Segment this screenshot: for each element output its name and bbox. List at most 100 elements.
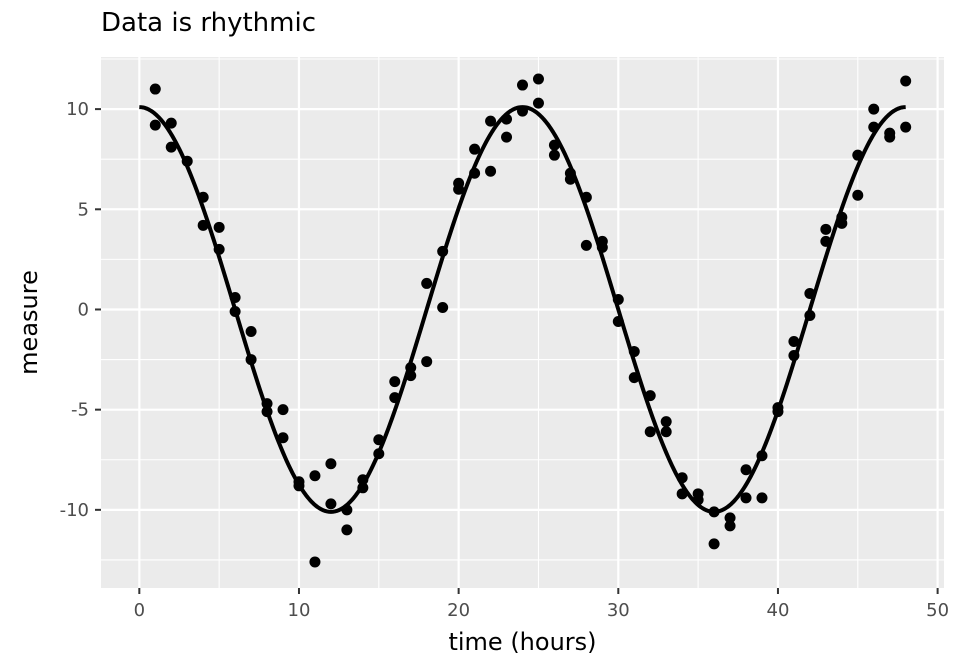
data-point [421, 277, 433, 289]
data-point [197, 191, 209, 203]
data-point [724, 520, 736, 532]
data-point [756, 492, 768, 504]
y-axis: -10 -5 0 5 10 [60, 99, 101, 521]
data-point [884, 131, 896, 143]
data-point [213, 221, 225, 233]
data-point [788, 350, 800, 362]
data-point [197, 219, 209, 231]
data-point [261, 398, 273, 410]
data-point [517, 105, 528, 117]
data-point [485, 115, 497, 127]
data-point [373, 434, 385, 446]
data-point [165, 117, 177, 129]
data-point [644, 426, 656, 438]
data-point [868, 121, 880, 133]
data-point [325, 498, 337, 510]
data-point [868, 103, 880, 115]
data-point [660, 426, 672, 438]
data-point [469, 167, 481, 179]
data-point [740, 492, 752, 504]
data-point [405, 362, 417, 374]
y-tick-label: -10 [60, 500, 89, 521]
chart-title: Data is rhythmic [101, 8, 316, 38]
y-tick-label: -5 [71, 400, 89, 421]
x-tick-label: 40 [767, 600, 790, 621]
x-tick-label: 30 [607, 600, 630, 621]
data-point [900, 121, 912, 133]
data-point [612, 293, 624, 305]
data-point [277, 404, 289, 416]
data-point [341, 504, 353, 516]
data-point [453, 183, 465, 195]
data-point [309, 556, 321, 568]
data-point [213, 243, 225, 255]
data-point [852, 149, 864, 161]
data-point [389, 392, 401, 404]
data-point [804, 309, 816, 321]
x-tick-label: 50 [926, 600, 949, 621]
data-point [836, 217, 848, 229]
y-tick-label: 0 [78, 299, 89, 320]
data-point [532, 73, 544, 85]
data-point [501, 131, 513, 143]
data-point [389, 376, 401, 388]
y-tick-label: 5 [78, 199, 89, 220]
data-point [756, 450, 768, 462]
data-point [788, 336, 800, 348]
x-axis: 0 10 20 30 40 50 [134, 588, 949, 621]
data-point [532, 97, 544, 109]
data-point [373, 448, 385, 460]
y-tick-label: 10 [66, 99, 89, 120]
data-point [820, 235, 832, 247]
points-layer [149, 73, 912, 568]
data-point [644, 390, 656, 402]
data-point [245, 326, 257, 338]
data-point [580, 191, 592, 203]
grid-minor [101, 57, 944, 588]
data-point [149, 83, 161, 95]
data-point [708, 538, 720, 550]
x-tick-label: 10 [288, 600, 311, 621]
data-point [740, 464, 752, 476]
data-point [548, 139, 560, 151]
data-point [341, 524, 353, 536]
data-point [325, 458, 337, 470]
data-point [692, 494, 704, 506]
data-point [357, 474, 369, 486]
data-point [149, 119, 161, 131]
x-tick-label: 20 [447, 600, 470, 621]
data-point [708, 506, 720, 518]
data-point [421, 356, 433, 368]
data-point [277, 432, 289, 444]
data-point [612, 315, 624, 327]
data-point [660, 416, 672, 428]
data-point [517, 79, 528, 91]
data-point [820, 223, 832, 235]
data-point [564, 173, 576, 185]
x-axis-title: time (hours) [448, 628, 596, 656]
data-point [405, 370, 417, 382]
data-point [676, 472, 688, 484]
data-point [900, 75, 912, 87]
data-point [724, 512, 736, 524]
data-point [548, 149, 560, 161]
data-point [804, 287, 816, 299]
data-point [772, 406, 784, 418]
data-point [580, 239, 592, 251]
data-point [229, 291, 241, 303]
data-point [469, 143, 481, 155]
data-point [309, 470, 321, 482]
data-point [676, 488, 688, 500]
x-tick-label: 0 [134, 600, 145, 621]
data-point [357, 482, 369, 494]
data-point [852, 189, 864, 201]
y-axis-title: measure [15, 270, 43, 375]
data-point [596, 241, 608, 253]
plot-panel [101, 57, 944, 588]
data-point [501, 113, 513, 125]
data-point [628, 346, 640, 358]
data-point [181, 155, 193, 167]
data-point [293, 480, 305, 492]
